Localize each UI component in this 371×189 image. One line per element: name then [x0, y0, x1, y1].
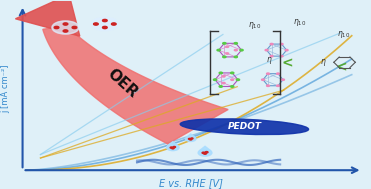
- Circle shape: [240, 49, 243, 51]
- Circle shape: [280, 43, 283, 45]
- Text: $\eta_{10}$: $\eta_{10}$: [337, 29, 351, 40]
- Text: <: <: [282, 57, 293, 70]
- Circle shape: [231, 86, 234, 87]
- Text: OER: OER: [105, 66, 141, 101]
- Polygon shape: [16, 0, 80, 36]
- Circle shape: [170, 147, 173, 148]
- Text: $\eta$: $\eta$: [266, 55, 272, 66]
- Text: PEDOT: PEDOT: [227, 122, 262, 131]
- Circle shape: [267, 73, 269, 74]
- Circle shape: [226, 46, 229, 47]
- Circle shape: [219, 86, 222, 87]
- Circle shape: [277, 73, 279, 74]
- Text: E vs. RHE [V]: E vs. RHE [V]: [159, 178, 223, 188]
- Circle shape: [213, 79, 217, 81]
- Ellipse shape: [180, 119, 309, 135]
- Circle shape: [186, 136, 196, 141]
- Circle shape: [204, 153, 206, 154]
- Text: j [mA cm⁻²]: j [mA cm⁻²]: [1, 64, 10, 113]
- Circle shape: [223, 43, 226, 44]
- Text: $\eta_{10}$: $\eta_{10}$: [293, 17, 306, 28]
- Text: $\eta_{10}$: $\eta_{10}$: [248, 20, 261, 32]
- Circle shape: [198, 149, 212, 156]
- Circle shape: [63, 23, 68, 25]
- Circle shape: [93, 23, 98, 25]
- Circle shape: [282, 79, 285, 80]
- Circle shape: [219, 72, 222, 74]
- Circle shape: [222, 82, 225, 84]
- Polygon shape: [43, 26, 228, 144]
- Circle shape: [267, 85, 269, 86]
- Circle shape: [270, 43, 273, 45]
- Circle shape: [205, 152, 208, 153]
- Circle shape: [277, 85, 279, 86]
- Circle shape: [280, 55, 283, 57]
- Polygon shape: [167, 142, 178, 146]
- Circle shape: [171, 148, 174, 149]
- Circle shape: [102, 19, 107, 22]
- Polygon shape: [199, 146, 211, 151]
- Circle shape: [190, 139, 192, 140]
- Circle shape: [265, 50, 268, 51]
- Circle shape: [188, 138, 191, 139]
- Circle shape: [222, 76, 225, 77]
- Circle shape: [231, 79, 234, 80]
- Circle shape: [52, 21, 79, 34]
- Circle shape: [270, 55, 273, 57]
- Circle shape: [54, 26, 59, 29]
- Circle shape: [285, 50, 288, 51]
- Circle shape: [167, 145, 179, 151]
- Text: <: <: [336, 60, 347, 74]
- Circle shape: [223, 56, 226, 58]
- Circle shape: [234, 50, 237, 51]
- Circle shape: [111, 23, 116, 25]
- Circle shape: [72, 26, 77, 29]
- Circle shape: [226, 53, 229, 54]
- Circle shape: [231, 72, 234, 74]
- Circle shape: [102, 26, 107, 29]
- Text: $\eta$: $\eta$: [319, 57, 326, 68]
- Circle shape: [234, 43, 237, 44]
- Circle shape: [63, 30, 68, 32]
- Circle shape: [91, 17, 118, 31]
- Polygon shape: [186, 134, 195, 137]
- Circle shape: [217, 49, 220, 51]
- Circle shape: [202, 152, 205, 153]
- Circle shape: [262, 79, 265, 80]
- Circle shape: [234, 56, 237, 58]
- Circle shape: [191, 138, 193, 139]
- Circle shape: [236, 79, 240, 81]
- Circle shape: [173, 146, 175, 148]
